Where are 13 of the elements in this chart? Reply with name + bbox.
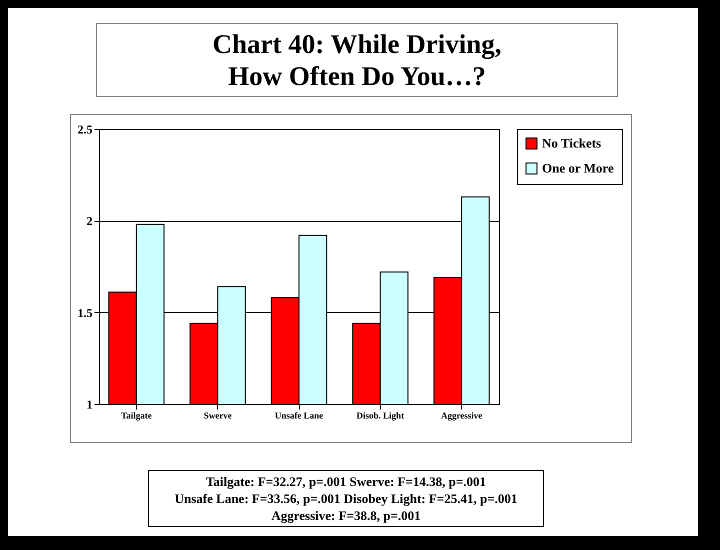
x-tick-label: Swerve bbox=[204, 410, 232, 420]
y-tick-label: 1 bbox=[86, 398, 92, 412]
y-tick-label: 2 bbox=[86, 214, 92, 228]
x-tick-label: Tailgate bbox=[121, 410, 152, 420]
x-tick-label: Aggressive bbox=[440, 410, 482, 420]
text: Tailgate: F=32.27, p=.001 Swerve: F=14.38, p=.001 Unsafe Lane: F=33.56, p=.001 Disobey Light: F=25.41, p=.001 Aggressive: F=38.8, p=.001 bbox=[148, 470, 544, 527]
y-tick-label: 1.5 bbox=[78, 306, 92, 320]
x-tick-label: Disob. Light bbox=[356, 410, 404, 420]
legend-label: One or More bbox=[542, 160, 614, 176]
x-tick-label: Unsafe Lane bbox=[274, 410, 324, 420]
y-tick-label: 2.5 bbox=[78, 122, 92, 136]
legend-label: No Tickets bbox=[542, 136, 602, 150]
chart-title: Chart 40: While Driving, How Often Do You…? bbox=[96, 23, 618, 97]
